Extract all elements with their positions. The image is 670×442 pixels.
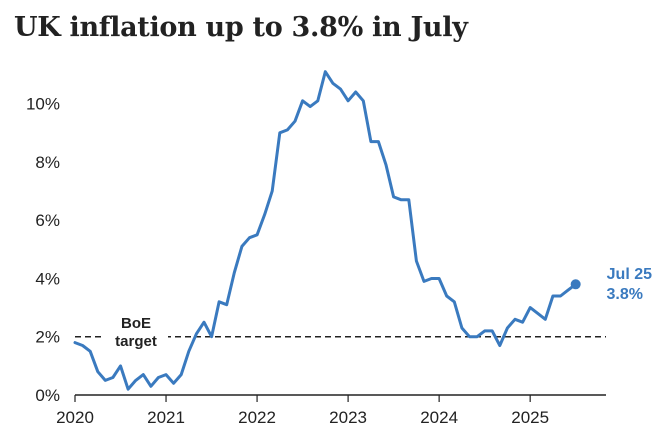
- y-tick-label: 8%: [35, 153, 60, 172]
- y-axis-ticks: 0% 2% 4% 6% 8% 10%: [26, 95, 60, 405]
- x-tick-label: 2025: [511, 408, 549, 427]
- reference-label-background: [104, 314, 168, 350]
- y-tick-label: 10%: [26, 95, 60, 114]
- y-tick-label: 2%: [35, 328, 60, 347]
- x-tick-label: 2024: [420, 408, 458, 427]
- x-tick-label: 2020: [56, 408, 94, 427]
- series-layer: [73, 70, 581, 391]
- x-axis: 2020 2021 2022 2023 2024 2025: [56, 394, 606, 427]
- reference-label-line2: target: [115, 333, 157, 350]
- inflation-series-line: [73, 70, 578, 391]
- x-tick-label: 2021: [147, 408, 185, 427]
- end-label-group: Jul 25 3.8%: [607, 266, 653, 303]
- y-tick-label: 0%: [35, 386, 60, 405]
- reference-label-line1: BoE: [121, 315, 151, 332]
- x-tick-label: 2022: [238, 408, 276, 427]
- end-label-date: Jul 25: [607, 266, 652, 283]
- y-tick-label: 4%: [35, 269, 60, 288]
- chart-title: UK inflation up to 3.8% in July: [14, 12, 468, 43]
- end-label-value: 3.8%: [607, 286, 643, 303]
- x-tick-label: 2023: [329, 408, 367, 427]
- last-data-point: [570, 279, 581, 290]
- y-tick-label: 6%: [35, 211, 60, 230]
